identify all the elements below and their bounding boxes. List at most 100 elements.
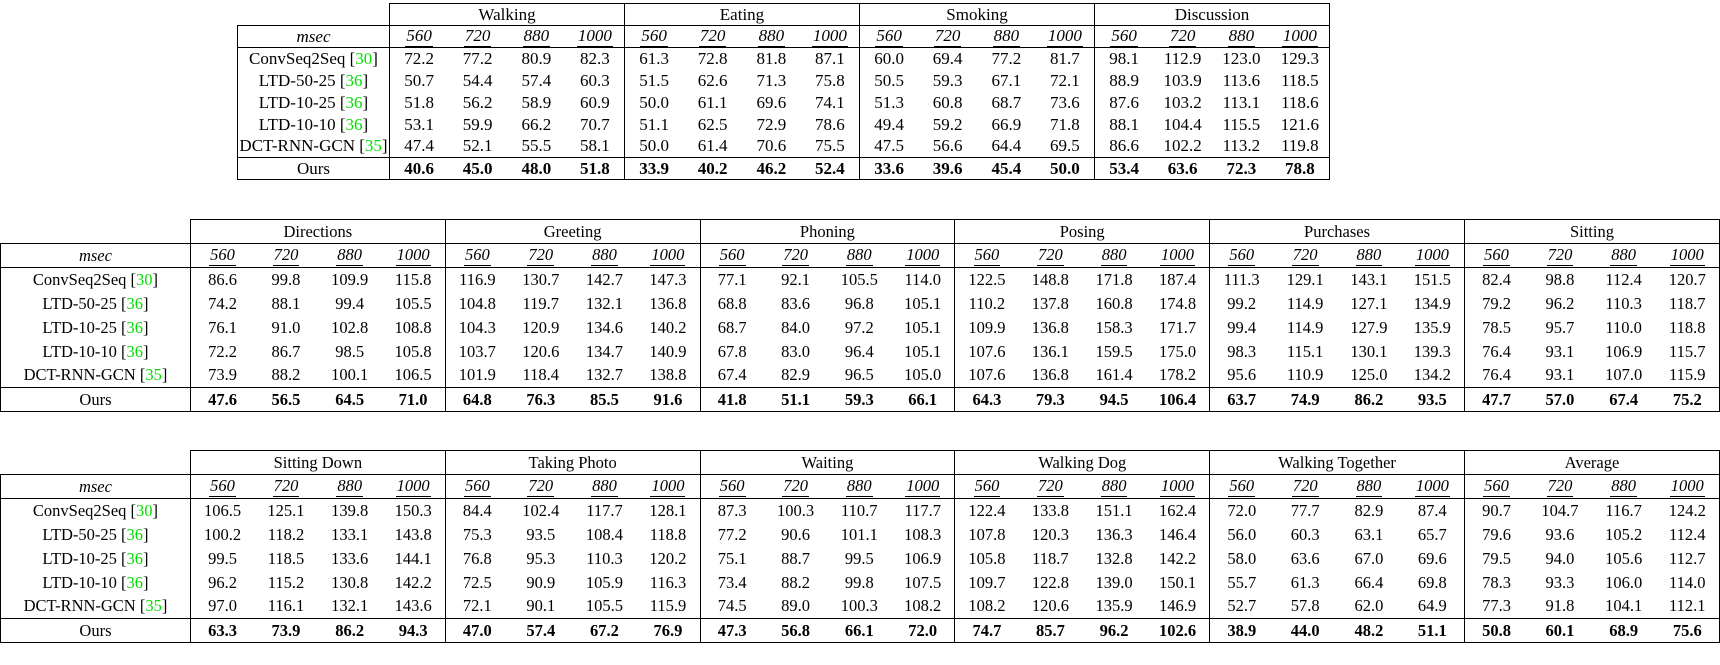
value-cell: 135.9 — [1413, 317, 1451, 337]
value-cell: 51.1 — [1400, 618, 1465, 643]
value-cell: 63.6 — [1153, 157, 1212, 180]
value-cell: 118.8 — [1655, 315, 1720, 340]
value-cell: 64.5 — [317, 387, 382, 412]
value-cell: 142.2 — [394, 572, 432, 592]
value-cell: 58.1 — [580, 136, 610, 156]
value-cell: 89.0 — [781, 596, 811, 616]
value-cell: 72.3 — [1212, 157, 1271, 180]
value-cell: 117.7 — [586, 500, 623, 520]
value-cell: 51.8 — [565, 157, 625, 180]
method-name: ConvSeq2Seq [30] — [237, 47, 390, 70]
citation-number: 35 — [145, 596, 162, 616]
value-cell: 150.1 — [1158, 572, 1197, 592]
time-header: 880 — [1082, 243, 1146, 268]
action-group-header-row: Walking Eating Smoking Discussion — [238, 3, 1330, 26]
value-cell: 88.7 — [781, 548, 811, 568]
corner-cell — [1, 451, 191, 475]
value-cell: 87.6 — [1094, 91, 1154, 114]
value-cell: 151.1 — [1095, 500, 1133, 520]
value-cell: 61.4 — [697, 136, 728, 156]
value-cell: 120.7 — [1655, 267, 1720, 292]
value-cell: 76.4 — [1463, 363, 1529, 388]
msec-header-row: msec 560 720 880 1000 560 720 880 1000 560 720 880 1… — [0, 474, 1720, 499]
value-cell: 67.4 — [699, 363, 764, 388]
value-cell: 119.8 — [1270, 135, 1330, 158]
value-cell: 101.9 — [444, 363, 509, 388]
value-cell: 138.8 — [649, 365, 687, 385]
value-cell: 72.9 — [756, 114, 787, 134]
value-cell: 118.5 — [267, 548, 305, 568]
citation-number: 35 — [145, 365, 162, 385]
value-cell: 110.9 — [1286, 365, 1324, 385]
method-name: LTD-50-25 [36] — [237, 69, 390, 92]
value-cell: 159.5 — [1095, 341, 1133, 361]
value-cell: 86.2 — [1337, 387, 1401, 412]
value-cell: 142.7 — [585, 269, 624, 289]
value-cell: 134.7 — [585, 341, 624, 361]
method-name: LTD-50-25 [36] — [0, 291, 191, 316]
value-cell: 107.0 — [1605, 365, 1643, 385]
value-cell: 125.1 — [267, 500, 305, 520]
time-header: 560 — [189, 474, 255, 499]
value-cell: 114.0 — [1655, 570, 1720, 595]
value-cell: 129.1 — [1286, 269, 1324, 289]
value-cell: 150.3 — [394, 500, 432, 520]
value-cell: 76.3 — [508, 387, 573, 412]
value-cell: 171.8 — [1095, 269, 1133, 289]
value-cell: 82.3 — [580, 48, 610, 68]
value-cell: 47.7 — [1463, 387, 1529, 412]
corner-cell — [238, 4, 390, 26]
row-ltd-10-10: LTD-10-10 [36] 72.2 86.7 98.5 105.8 103.7 120.… — [0, 339, 1720, 364]
value-cell: 79.2 — [1463, 291, 1529, 316]
time-header: 720 — [254, 474, 318, 499]
value-cell: 118.2 — [267, 524, 305, 544]
msec-header-row: msec 560 720 880 1000 560 720 880 1000 560 720 880 1… — [0, 243, 1720, 268]
value-cell: 78.5 — [1463, 315, 1529, 340]
value-cell: 60.3 — [1290, 524, 1320, 544]
value-cell: 67.0 — [1354, 548, 1384, 568]
value-cell: 72.2 — [189, 339, 255, 364]
value-cell: 48.0 — [507, 157, 566, 180]
citation-number: 36 — [345, 114, 363, 134]
time-header: 720 — [763, 474, 828, 499]
value-cell: 56.6 — [932, 136, 963, 156]
value-cell: 75.2 — [1655, 387, 1720, 412]
value-cell: 74.5 — [699, 594, 764, 619]
value-cell: 74.1 — [815, 92, 845, 112]
value-cell: 95.6 — [1209, 363, 1274, 388]
value-cell: 132.1 — [331, 596, 369, 616]
value-cell: 137.8 — [1031, 293, 1069, 313]
value-cell: 104.3 — [444, 315, 509, 340]
value-cell: 96.4 — [844, 341, 874, 361]
value-cell: 133.6 — [331, 548, 369, 568]
time-header: 720 — [683, 25, 742, 48]
value-cell: 47.4 — [389, 135, 449, 158]
value-cell: 64.4 — [991, 136, 1022, 156]
value-cell: 102.4 — [522, 500, 560, 520]
value-cell: 66.2 — [521, 114, 552, 134]
action-group-label: Posing — [954, 219, 1211, 244]
value-cell: 64.8 — [444, 387, 509, 412]
msec-label: msec — [237, 25, 390, 48]
value-cell: 82.9 — [1354, 500, 1384, 520]
value-cell: 93.5 — [526, 524, 556, 544]
value-cell: 140.9 — [649, 341, 687, 361]
value-cell: 178.2 — [1158, 365, 1197, 385]
time-header: 720 — [1018, 243, 1083, 268]
value-cell: 110.2 — [954, 291, 1019, 316]
value-cell: 60.0 — [859, 47, 919, 70]
value-cell: 123.0 — [1222, 48, 1261, 68]
value-cell: 73.9 — [189, 363, 255, 388]
value-cell: 33.9 — [624, 157, 684, 180]
time-header: 880 — [977, 25, 1036, 48]
method-name: DCT-RNN-GCN [35] — [0, 594, 191, 619]
time-header: 560 — [1209, 243, 1274, 268]
value-cell: 46.2 — [742, 157, 801, 180]
value-cell: 110.7 — [841, 500, 878, 520]
value-cell: 72.2 — [389, 47, 449, 70]
value-cell: 116.1 — [267, 596, 305, 616]
value-cell: 69.6 — [1417, 548, 1447, 568]
value-cell: 135.9 — [1095, 596, 1133, 616]
method-name: Ours — [0, 387, 191, 412]
value-cell: 113.1 — [1222, 92, 1261, 112]
